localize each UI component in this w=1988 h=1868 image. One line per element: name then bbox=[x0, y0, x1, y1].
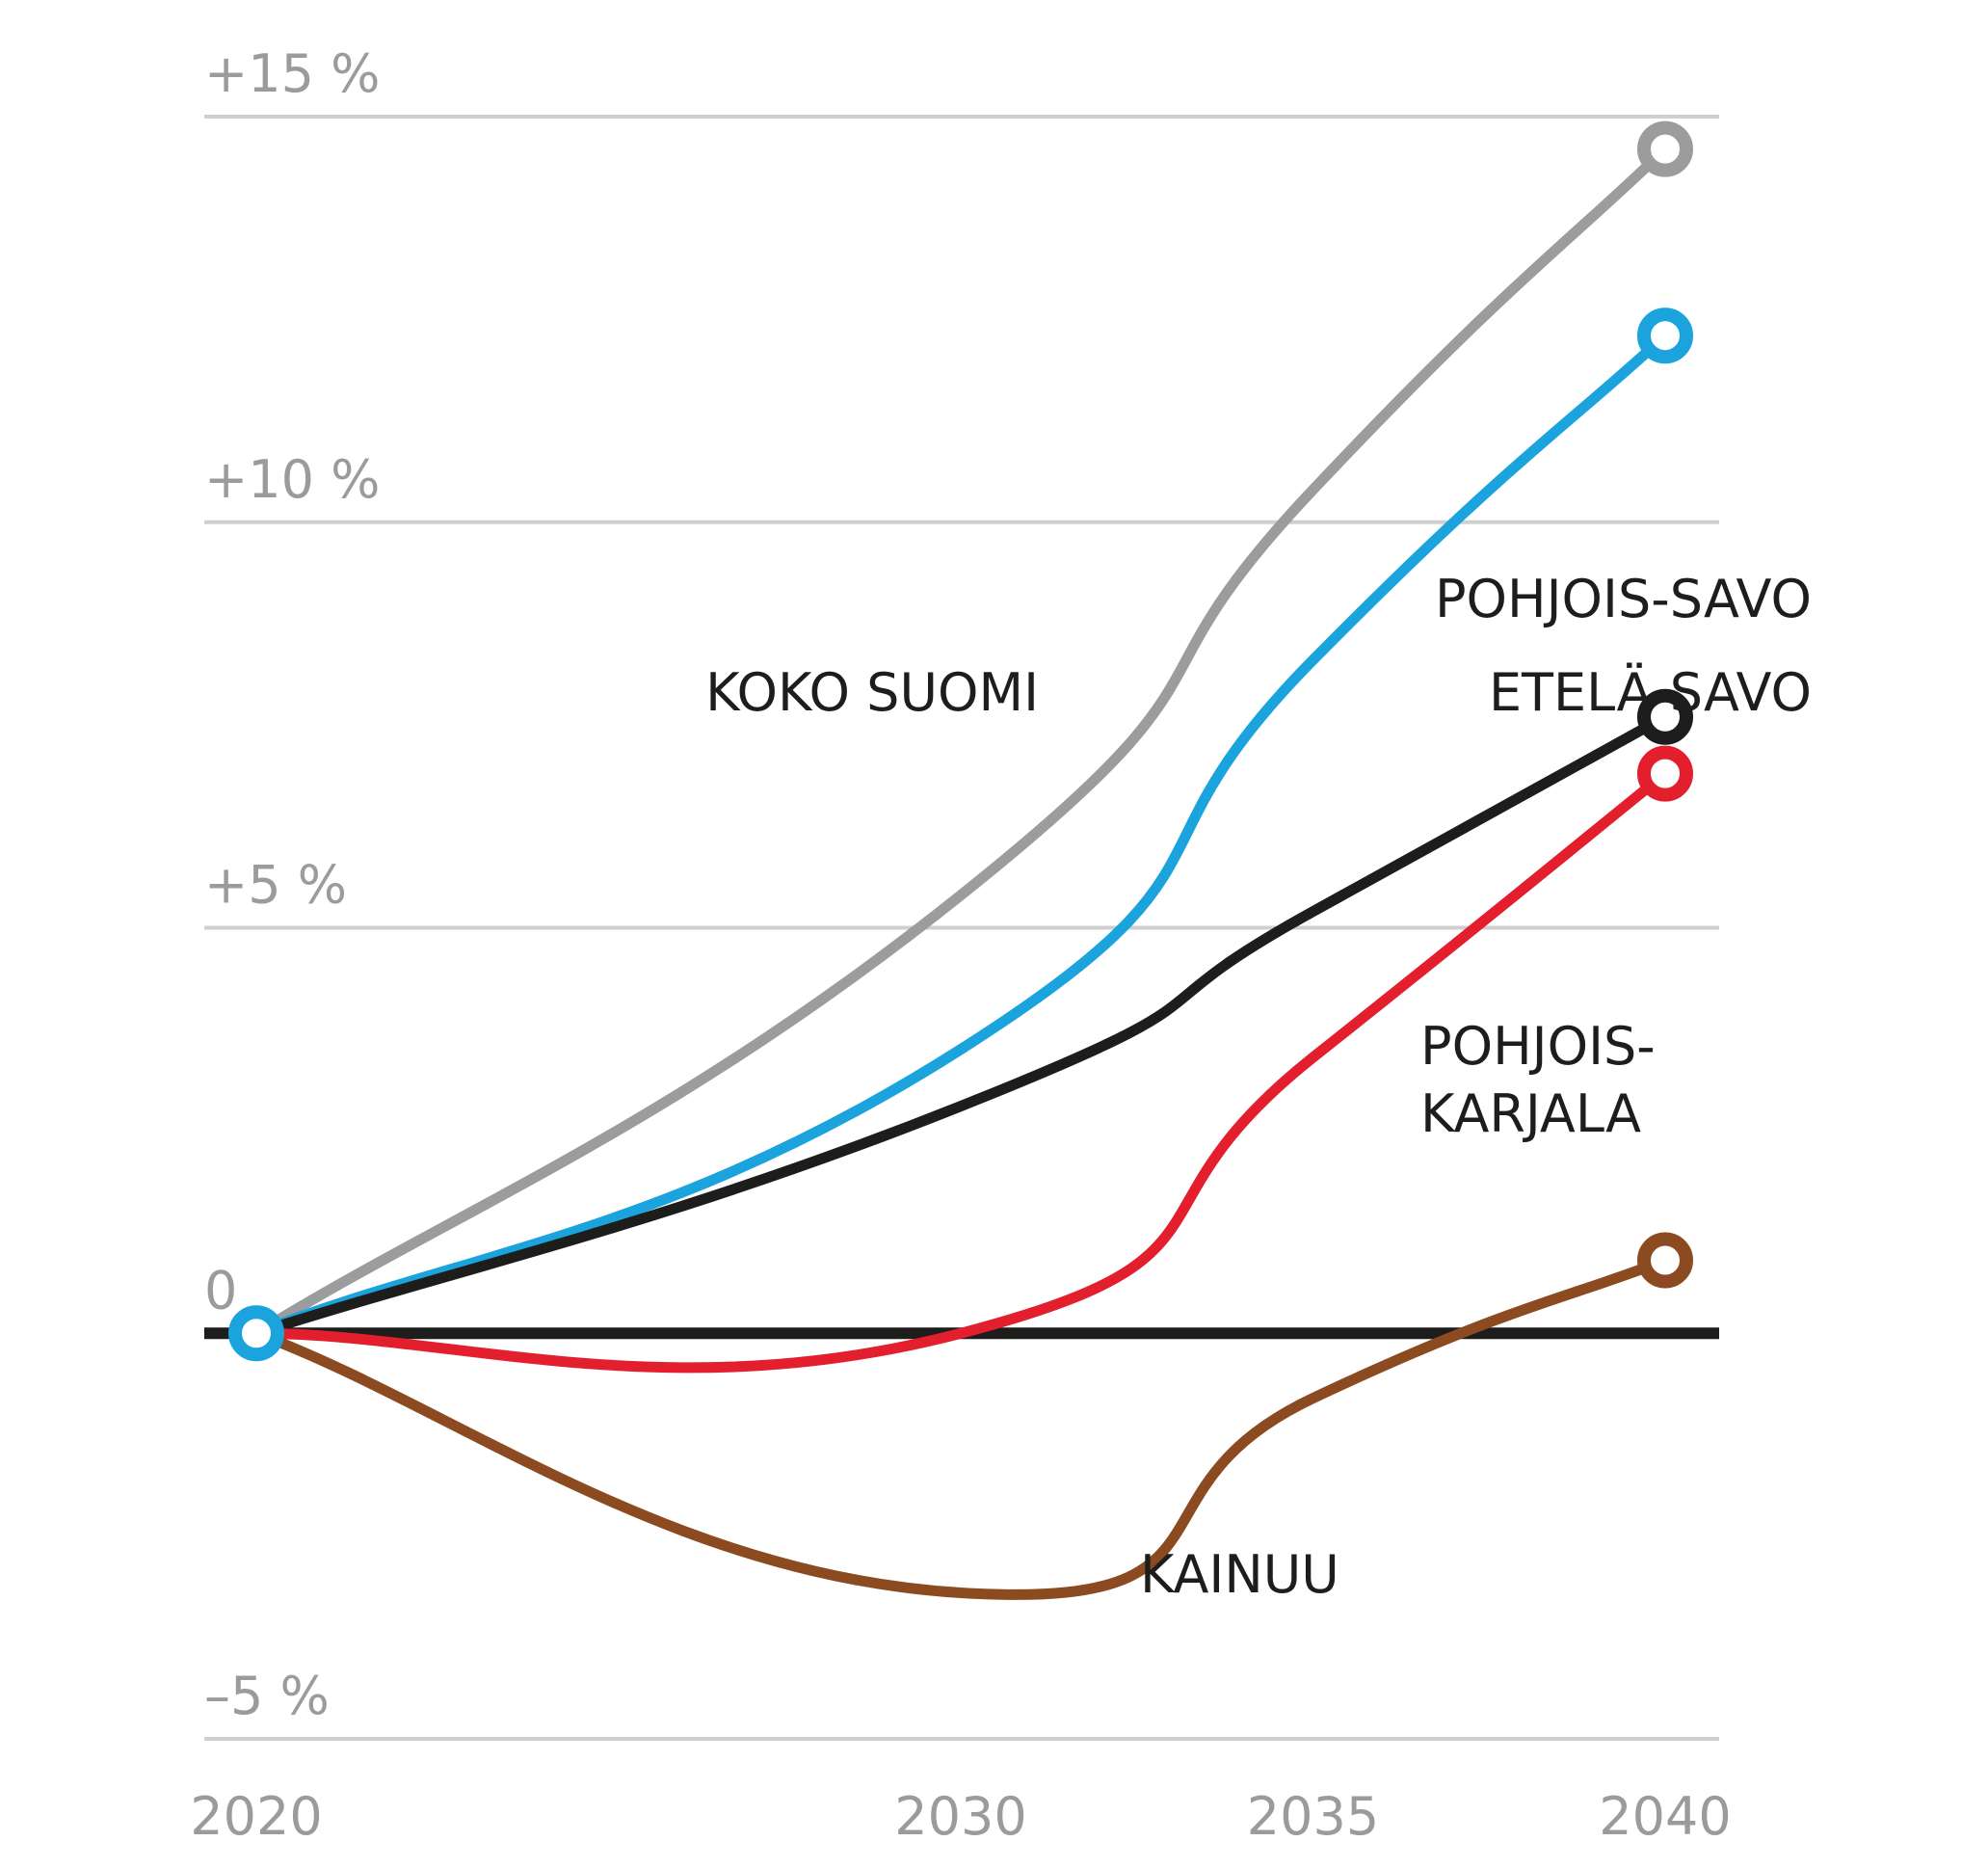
end-marker-kainuu bbox=[1637, 1232, 1693, 1289]
y-tick-label: +10 % bbox=[204, 449, 380, 510]
y-tick-labels: +15 % +10 % +5 % 0 –5 % bbox=[204, 43, 380, 1726]
start-marker bbox=[228, 1305, 284, 1362]
series-end-markers bbox=[228, 120, 1693, 1362]
y-tick-label: +15 % bbox=[204, 43, 380, 104]
series-line-koko-suomi bbox=[251, 144, 1671, 1339]
series-label-koko-suomi: KOKO SUOMI bbox=[705, 662, 1039, 723]
x-tick-labels: 2020 2030 2035 2040 bbox=[190, 1786, 1731, 1847]
series-label-pohjois-savo: POHJOIS-SAVO bbox=[1435, 569, 1812, 629]
y-tick-label: +5 % bbox=[204, 855, 347, 916]
series-label-pohjois-karjala: POHJOIS- bbox=[1420, 1016, 1656, 1077]
x-tick-label: 2035 bbox=[1247, 1786, 1379, 1847]
x-tick-label: 2040 bbox=[1599, 1786, 1731, 1847]
end-marker-pohjois-karjala bbox=[1637, 745, 1693, 802]
series-label-pohjois-karjala: KARJALA bbox=[1420, 1083, 1641, 1144]
end-marker-koko-suomi bbox=[1637, 120, 1693, 177]
end-marker-etela-savo bbox=[1637, 688, 1693, 745]
grid-lines bbox=[204, 115, 1719, 1741]
series-line-pohjois-savo bbox=[251, 330, 1671, 1339]
y-tick-label: 0 bbox=[204, 1260, 237, 1321]
series-line-kainuu bbox=[251, 1255, 1671, 1600]
series-label-kainuu: KAINUU bbox=[1140, 1544, 1339, 1605]
series-line-pohjois-karjala bbox=[251, 768, 1671, 1374]
x-tick-label: 2030 bbox=[894, 1786, 1026, 1847]
y-tick-label: –5 % bbox=[204, 1666, 330, 1726]
series-line-etela-savo bbox=[251, 711, 1671, 1339]
series-lines bbox=[251, 144, 1671, 1600]
end-marker-pohjois-savo bbox=[1637, 307, 1693, 364]
series-label-etela-savo: ETELÄ-SAVO bbox=[1489, 662, 1812, 723]
series-labels: KOKO SUOMI POHJOIS-SAVO ETELÄ-SAVO POHJOIS-… bbox=[705, 569, 1812, 1605]
x-tick-label: 2020 bbox=[190, 1786, 322, 1847]
